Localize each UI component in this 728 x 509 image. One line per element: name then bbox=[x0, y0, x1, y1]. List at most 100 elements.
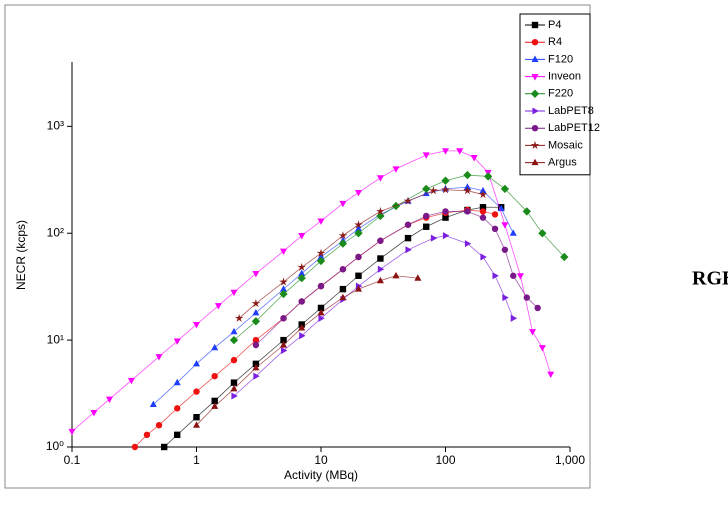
marker bbox=[230, 379, 238, 386]
marker bbox=[442, 214, 449, 221]
marker bbox=[441, 185, 450, 194]
marker bbox=[441, 148, 450, 155]
series-line bbox=[153, 186, 514, 405]
marker bbox=[516, 273, 524, 280]
marker bbox=[404, 221, 412, 228]
marker bbox=[423, 223, 430, 230]
legend-label: Mosaic bbox=[548, 139, 583, 151]
marker bbox=[538, 345, 546, 352]
marker bbox=[316, 248, 326, 257]
marker bbox=[229, 335, 239, 345]
marker bbox=[174, 431, 181, 439]
marker bbox=[127, 377, 135, 385]
legend-label: F120 bbox=[548, 53, 573, 65]
marker bbox=[251, 299, 261, 308]
marker bbox=[464, 240, 472, 248]
marker bbox=[193, 414, 200, 421]
legend-marker bbox=[531, 125, 539, 132]
marker bbox=[155, 354, 163, 361]
marker bbox=[316, 256, 326, 266]
marker bbox=[230, 356, 238, 364]
marker bbox=[230, 289, 238, 297]
marker bbox=[509, 229, 517, 236]
x-tick-label: 1,000 bbox=[555, 453, 585, 467]
legend-label: P4 bbox=[548, 19, 561, 31]
marker bbox=[522, 207, 531, 216]
marker bbox=[464, 208, 471, 215]
marker bbox=[355, 272, 362, 279]
y-tick-label: 10² bbox=[47, 225, 64, 239]
marker bbox=[174, 405, 181, 412]
x-tick-label: 100 bbox=[435, 453, 455, 467]
marker bbox=[192, 421, 201, 428]
legend-label: R4 bbox=[548, 36, 562, 48]
marker bbox=[280, 336, 287, 344]
marker bbox=[338, 231, 348, 240]
marker bbox=[317, 304, 325, 312]
marker bbox=[299, 332, 306, 340]
marker bbox=[298, 298, 305, 305]
legend-marker bbox=[530, 140, 540, 150]
marker bbox=[90, 410, 98, 417]
marker bbox=[377, 265, 385, 273]
marker bbox=[211, 397, 218, 405]
marker bbox=[297, 273, 306, 283]
marker bbox=[354, 285, 362, 292]
marker bbox=[422, 152, 430, 159]
marker bbox=[143, 431, 151, 439]
marker bbox=[338, 239, 348, 248]
side-label: RGB bbox=[692, 268, 728, 290]
marker bbox=[480, 253, 487, 261]
legend-marker bbox=[531, 21, 539, 29]
marker bbox=[501, 246, 509, 253]
marker bbox=[280, 285, 288, 292]
marker bbox=[173, 378, 181, 386]
marker bbox=[523, 294, 531, 301]
marker bbox=[354, 190, 362, 197]
marker bbox=[479, 214, 487, 221]
legend-marker bbox=[531, 55, 539, 62]
marker bbox=[160, 443, 168, 451]
marker bbox=[211, 402, 219, 409]
y-tick-label: 10¹ bbox=[47, 332, 64, 346]
marker bbox=[355, 253, 362, 261]
marker bbox=[483, 172, 493, 181]
marker bbox=[252, 308, 260, 316]
marker bbox=[318, 314, 325, 322]
marker bbox=[502, 294, 509, 302]
legend-marker bbox=[531, 158, 539, 166]
marker bbox=[491, 225, 499, 233]
marker bbox=[253, 372, 260, 380]
y-tick-label: 10³ bbox=[47, 119, 64, 133]
marker bbox=[298, 324, 306, 331]
legend-label: LabPET8 bbox=[548, 105, 594, 117]
marker bbox=[339, 285, 347, 293]
marker bbox=[317, 218, 325, 225]
marker bbox=[252, 341, 260, 349]
marker bbox=[280, 248, 288, 255]
marker bbox=[404, 234, 412, 242]
marker bbox=[479, 208, 487, 215]
marker bbox=[392, 166, 400, 173]
series-line bbox=[233, 235, 514, 397]
x-tick-label: 1 bbox=[193, 453, 200, 467]
marker bbox=[230, 385, 238, 392]
marker bbox=[317, 308, 325, 316]
marker bbox=[193, 388, 200, 395]
marker bbox=[492, 272, 499, 280]
marker bbox=[280, 341, 288, 348]
x-tick-label: 10 bbox=[314, 453, 328, 467]
marker bbox=[280, 346, 288, 354]
marker bbox=[279, 289, 288, 299]
marker bbox=[317, 282, 325, 290]
legend-label: Inveon bbox=[548, 71, 581, 83]
marker bbox=[252, 270, 260, 278]
marker bbox=[547, 371, 555, 379]
marker bbox=[463, 186, 472, 195]
marker bbox=[131, 443, 139, 451]
marker bbox=[376, 276, 384, 284]
marker bbox=[510, 272, 517, 279]
marker bbox=[560, 252, 569, 262]
legend-marker bbox=[531, 74, 539, 81]
